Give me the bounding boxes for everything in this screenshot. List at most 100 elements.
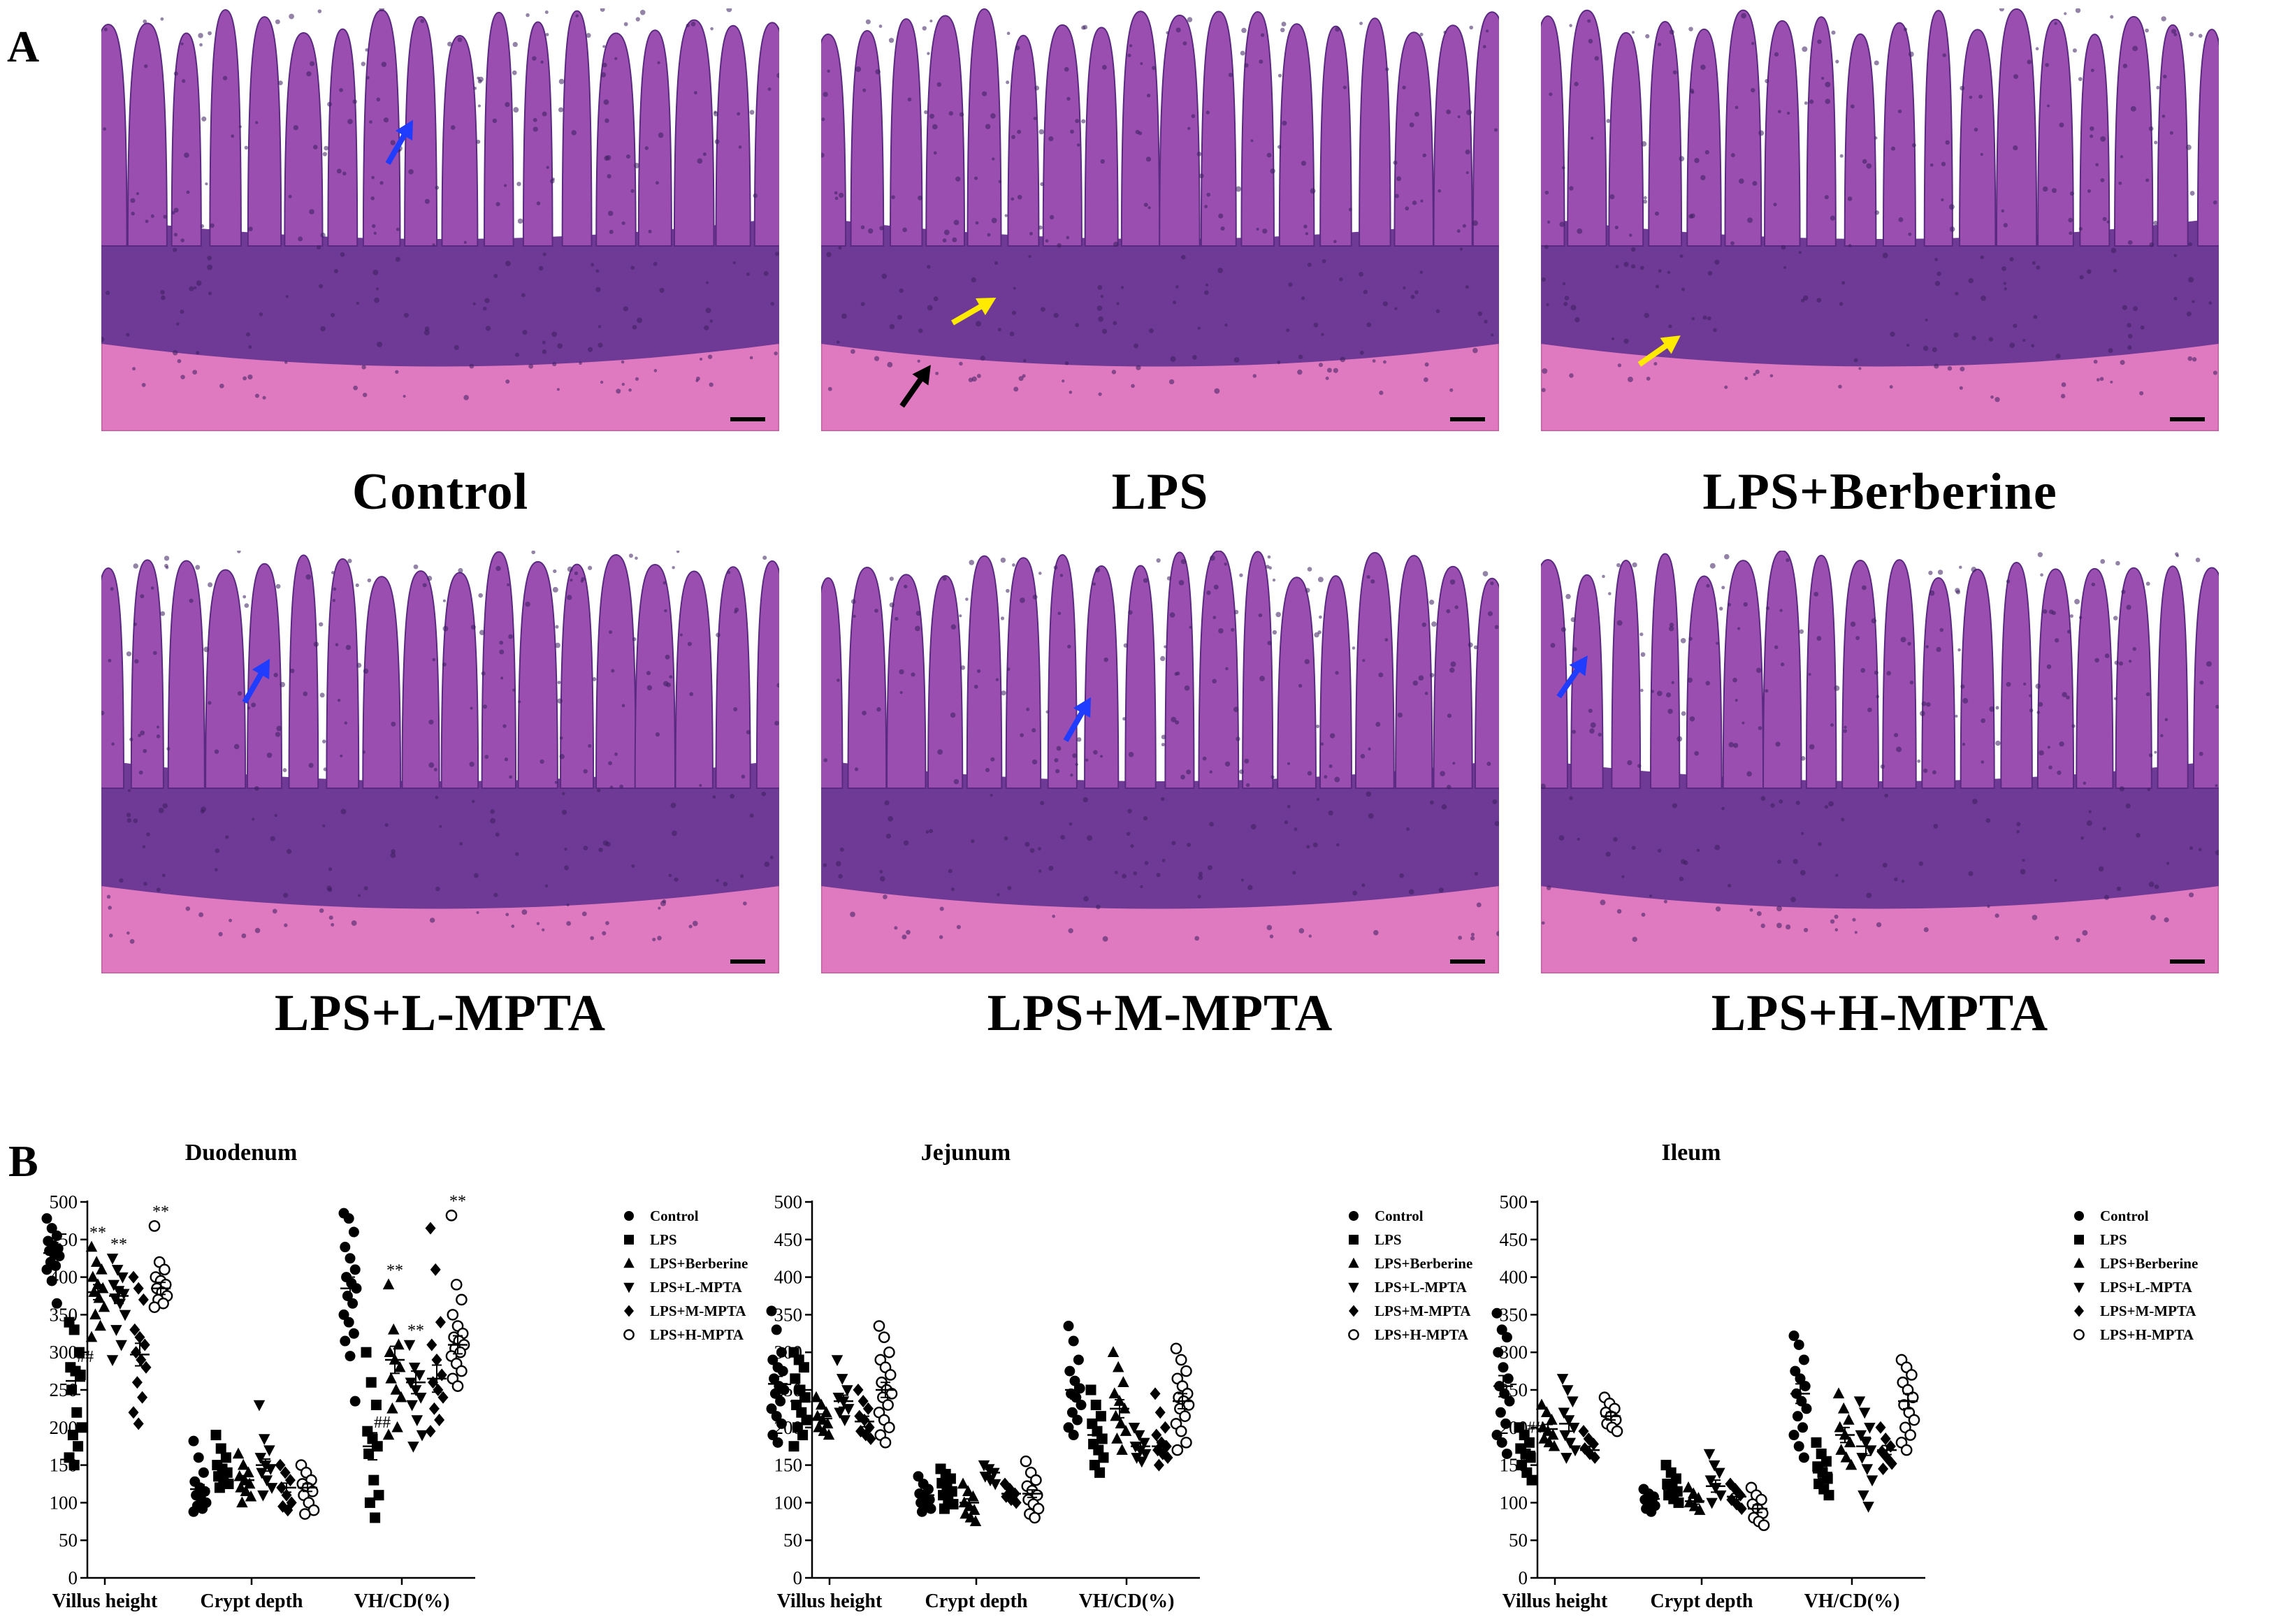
nucleus-dot — [1487, 611, 1493, 616]
nucleus-dot — [176, 322, 180, 326]
nucleus-dot — [361, 61, 366, 66]
nucleus-dot — [1929, 163, 1934, 167]
nucleus-dot — [1769, 374, 1774, 378]
nucleus-dot — [1250, 139, 1254, 143]
caption-lps-m-mpta: LPS+M-MPTA — [987, 985, 1333, 1042]
nucleus-dot — [2099, 377, 2104, 382]
nucleus-dot — [1681, 287, 1685, 291]
nucleus-dot — [1066, 235, 1070, 240]
nucleus-dot — [588, 565, 593, 570]
nucleus-dot — [1212, 679, 1217, 684]
scale-bar — [2170, 959, 2205, 964]
nucleus-dot — [1594, 56, 1600, 61]
nucleus-dot — [353, 385, 358, 391]
nucleus-dot — [1171, 841, 1176, 846]
nucleus-dot — [381, 61, 387, 67]
arrow-head — [395, 119, 413, 141]
nucleus-dot — [247, 374, 253, 380]
series-control — [1491, 1307, 1812, 1517]
villus — [362, 9, 401, 247]
data-point — [365, 1377, 377, 1388]
nucleus-dot — [1824, 195, 1829, 200]
nucleus-dot — [915, 611, 921, 616]
nucleus-dot — [512, 688, 516, 692]
nucleus-dot — [660, 900, 666, 906]
nucleus-dot — [1898, 217, 1904, 222]
villus — [284, 31, 324, 247]
data-point — [85, 1240, 98, 1252]
data-point — [1853, 1396, 1866, 1408]
nucleus-dot — [1131, 384, 1135, 389]
data-point — [1120, 1425, 1132, 1436]
nucleus-dot — [356, 662, 362, 668]
nucleus-dot — [363, 392, 368, 398]
nucleus-dot — [2046, 104, 2050, 108]
nucleus-dot — [860, 302, 865, 307]
villus — [288, 554, 319, 789]
villus — [1648, 21, 1683, 247]
nucleus-dot — [2035, 683, 2041, 689]
nucleus-dot — [469, 363, 475, 369]
nucleus-dot — [2118, 181, 2122, 185]
nucleus-dot — [1590, 722, 1596, 728]
nucleus-dot — [317, 9, 322, 13]
nucleus-dot — [2086, 820, 2092, 826]
nucleus-dot — [424, 326, 430, 331]
nucleus-dot — [1180, 774, 1185, 780]
nucleus-dot — [542, 928, 545, 931]
nucleus-dot — [259, 312, 263, 317]
villus — [481, 551, 517, 789]
y-tick-label: 400 — [1500, 1267, 1528, 1288]
nucleus-dot — [1735, 699, 1738, 702]
nucleus-dot — [447, 41, 452, 47]
nucleus-dot — [1874, 136, 1878, 140]
data-point — [1792, 1411, 1803, 1422]
nucleus-dot — [632, 324, 637, 330]
nucleus-dot — [2186, 311, 2192, 317]
nucleus-dot — [1209, 770, 1213, 774]
data-point — [1790, 1365, 1801, 1377]
nucleus-dot — [1707, 270, 1713, 276]
nucleus-dot — [2120, 155, 2124, 159]
data-point — [1030, 1474, 1042, 1486]
data-point — [1795, 1373, 1806, 1384]
nucleus-dot — [888, 38, 895, 43]
nucleus-dot — [1839, 154, 1844, 158]
nucleus-dot — [131, 211, 135, 216]
nucleus-dot — [328, 887, 333, 892]
nucleus-dot — [1834, 914, 1839, 919]
nucleus-dot — [776, 73, 779, 78]
nucleus-dot — [976, 321, 981, 327]
nucleus-dot — [574, 571, 579, 576]
nucleus-dot — [288, 194, 292, 198]
nucleus-dot — [134, 659, 139, 664]
nucleus-dot — [1031, 759, 1038, 764]
nucleus-dot — [1572, 730, 1577, 734]
data-point — [810, 1391, 823, 1402]
nucleus-dot — [2047, 746, 2050, 749]
nucleus-dot — [1006, 31, 1011, 36]
nucleus-dot — [2133, 306, 2138, 312]
nucleus-dot — [1985, 818, 1991, 823]
nucleus-dot — [885, 833, 891, 839]
nucleus-dot — [2213, 370, 2217, 375]
series-control — [766, 1305, 1087, 1517]
nucleus-dot — [1702, 315, 1707, 320]
nucleus-dot — [432, 658, 436, 662]
nucleus-dot — [1936, 271, 1941, 276]
nucleus-dot — [950, 624, 957, 630]
nucleus-dot — [1623, 338, 1629, 344]
data-point — [1501, 1332, 1512, 1343]
nucleus-dot — [1715, 906, 1721, 912]
legend-marker — [2074, 1211, 2084, 1221]
nucleus-dot — [1644, 312, 1649, 319]
nucleus-dot — [476, 139, 481, 144]
nucleus-dot — [1333, 368, 1338, 373]
y-tick-label: 500 — [774, 1191, 803, 1212]
data-point — [1558, 1407, 1570, 1419]
nucleus-dot — [973, 684, 978, 689]
nucleus-dot — [1465, 171, 1469, 175]
data-point — [1074, 1383, 1085, 1394]
nucleus-dot — [2069, 614, 2073, 618]
nucleus-dot — [1962, 697, 1969, 704]
